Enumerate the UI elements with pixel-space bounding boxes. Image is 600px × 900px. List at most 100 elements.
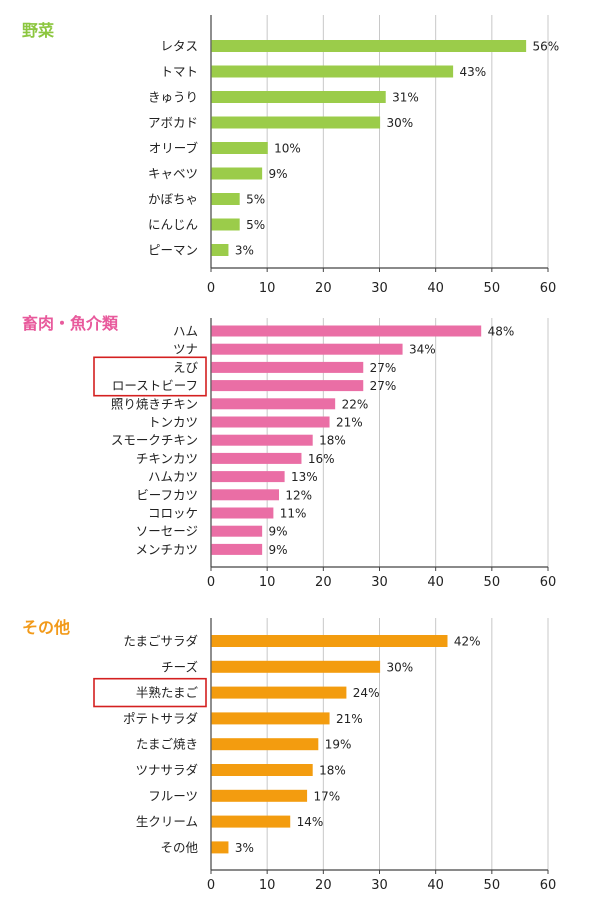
category-label: その他 xyxy=(160,840,198,855)
value-label: 9% xyxy=(269,543,288,557)
category-label: きゅうり xyxy=(148,90,198,105)
x-tick-label: 30 xyxy=(371,281,388,296)
value-label: 5% xyxy=(246,193,265,207)
value-label: 5% xyxy=(246,218,265,232)
bar xyxy=(211,738,319,751)
category-label: アボカド xyxy=(148,115,198,130)
x-tick-label: 40 xyxy=(427,878,444,893)
bar xyxy=(211,686,347,699)
value-label: 10% xyxy=(274,142,301,156)
category-label: スモークチキン xyxy=(111,433,198,448)
bar xyxy=(211,343,403,355)
bar xyxy=(211,635,448,647)
value-label: 9% xyxy=(269,167,288,181)
bar xyxy=(211,789,308,802)
category-label: ハム xyxy=(173,324,198,339)
bar xyxy=(211,91,386,103)
value-label: 18% xyxy=(319,434,346,448)
bar xyxy=(211,142,268,154)
x-tick-label: 20 xyxy=(315,878,332,893)
category-label: たまごサラダ xyxy=(123,634,198,649)
x-tick-label: 60 xyxy=(540,281,557,296)
bar xyxy=(211,40,527,52)
chart-panel-1: 野菜 0 10 20 30 40 50 60 レタス 56% トマト 43% きゅうり 31% アボカド 30… xyxy=(22,15,559,296)
bar xyxy=(211,116,381,129)
x-tick-label: 10 xyxy=(259,281,276,296)
value-label: 11% xyxy=(280,507,307,521)
highlight-box xyxy=(93,356,207,397)
chart-title: 野菜 xyxy=(22,21,54,40)
x-tick-label: 50 xyxy=(484,575,501,590)
bar xyxy=(211,398,336,410)
bar xyxy=(211,471,285,483)
x-tick-label: 30 xyxy=(371,878,388,893)
value-label: 22% xyxy=(342,397,369,411)
category-label: チーズ xyxy=(161,659,198,674)
bar xyxy=(211,525,263,537)
bar xyxy=(211,167,263,180)
value-label: 9% xyxy=(269,525,288,539)
bar xyxy=(211,764,313,776)
bar xyxy=(211,507,274,519)
bar xyxy=(211,380,364,392)
category-label: えび xyxy=(173,360,199,375)
value-label: 13% xyxy=(291,470,318,484)
category-label: ハムカツ xyxy=(148,469,198,484)
bar xyxy=(211,712,330,725)
bar xyxy=(211,193,240,205)
value-label: 31% xyxy=(392,91,419,105)
bar xyxy=(211,543,263,555)
value-label: 3% xyxy=(235,841,254,855)
value-label: 24% xyxy=(353,686,380,700)
category-label: フルーツ xyxy=(148,788,198,803)
x-tick-label: 0 xyxy=(207,281,215,296)
category-label: ツナサラダ xyxy=(135,763,198,778)
category-label: キャベツ xyxy=(148,166,198,181)
category-label: トマト xyxy=(160,64,198,79)
bar xyxy=(211,489,279,501)
category-label: ローストビーフ xyxy=(112,378,198,393)
bar xyxy=(211,660,381,673)
category-label: ポテトサラダ xyxy=(123,711,198,726)
value-label: 17% xyxy=(313,789,340,803)
category-label: レタス xyxy=(160,39,198,54)
bar xyxy=(211,416,330,428)
chart-panel-3: その他 0 10 20 30 40 50 60 たまごサラダ 42% チーズ 30% 半熟たまご 24% ポ… xyxy=(22,618,556,893)
x-tick-label: 0 xyxy=(207,878,215,893)
category-label: 半熟たまご xyxy=(136,685,199,700)
bar xyxy=(211,65,454,78)
x-tick-label: 20 xyxy=(315,281,332,296)
category-label: 照り焼きチキン xyxy=(111,396,198,411)
value-label: 48% xyxy=(488,325,515,339)
bar xyxy=(211,244,229,256)
x-tick-label: 50 xyxy=(484,281,501,296)
category-label: チキンカツ xyxy=(136,451,198,466)
category-label: オリーブ xyxy=(149,141,199,156)
value-label: 27% xyxy=(370,379,397,393)
bar xyxy=(211,361,364,373)
x-tick-label: 30 xyxy=(371,575,388,590)
x-tick-label: 60 xyxy=(540,575,557,590)
category-label: にんじん xyxy=(148,217,198,232)
value-label: 30% xyxy=(387,116,414,130)
chart-title: その他 xyxy=(22,618,70,637)
category-label: かぼちゃ xyxy=(148,192,198,207)
x-tick-label: 0 xyxy=(207,575,215,590)
category-label: メンチカツ xyxy=(135,542,198,557)
chart-title: 畜肉・魚介類 xyxy=(22,314,119,333)
x-tick-label: 40 xyxy=(427,575,444,590)
value-label: 3% xyxy=(235,244,254,258)
value-label: 27% xyxy=(370,361,397,375)
x-tick-label: 40 xyxy=(427,281,444,296)
category-label: ビーフカツ xyxy=(136,487,198,502)
value-label: 21% xyxy=(336,712,363,726)
bar xyxy=(211,815,291,828)
category-label: ピーマン xyxy=(148,243,198,258)
value-label: 12% xyxy=(285,488,312,502)
x-tick-label: 60 xyxy=(540,878,557,893)
value-label: 18% xyxy=(319,764,346,778)
category-label: ツナ xyxy=(173,342,198,357)
value-label: 19% xyxy=(325,738,352,752)
category-label: コロッケ xyxy=(148,506,198,521)
